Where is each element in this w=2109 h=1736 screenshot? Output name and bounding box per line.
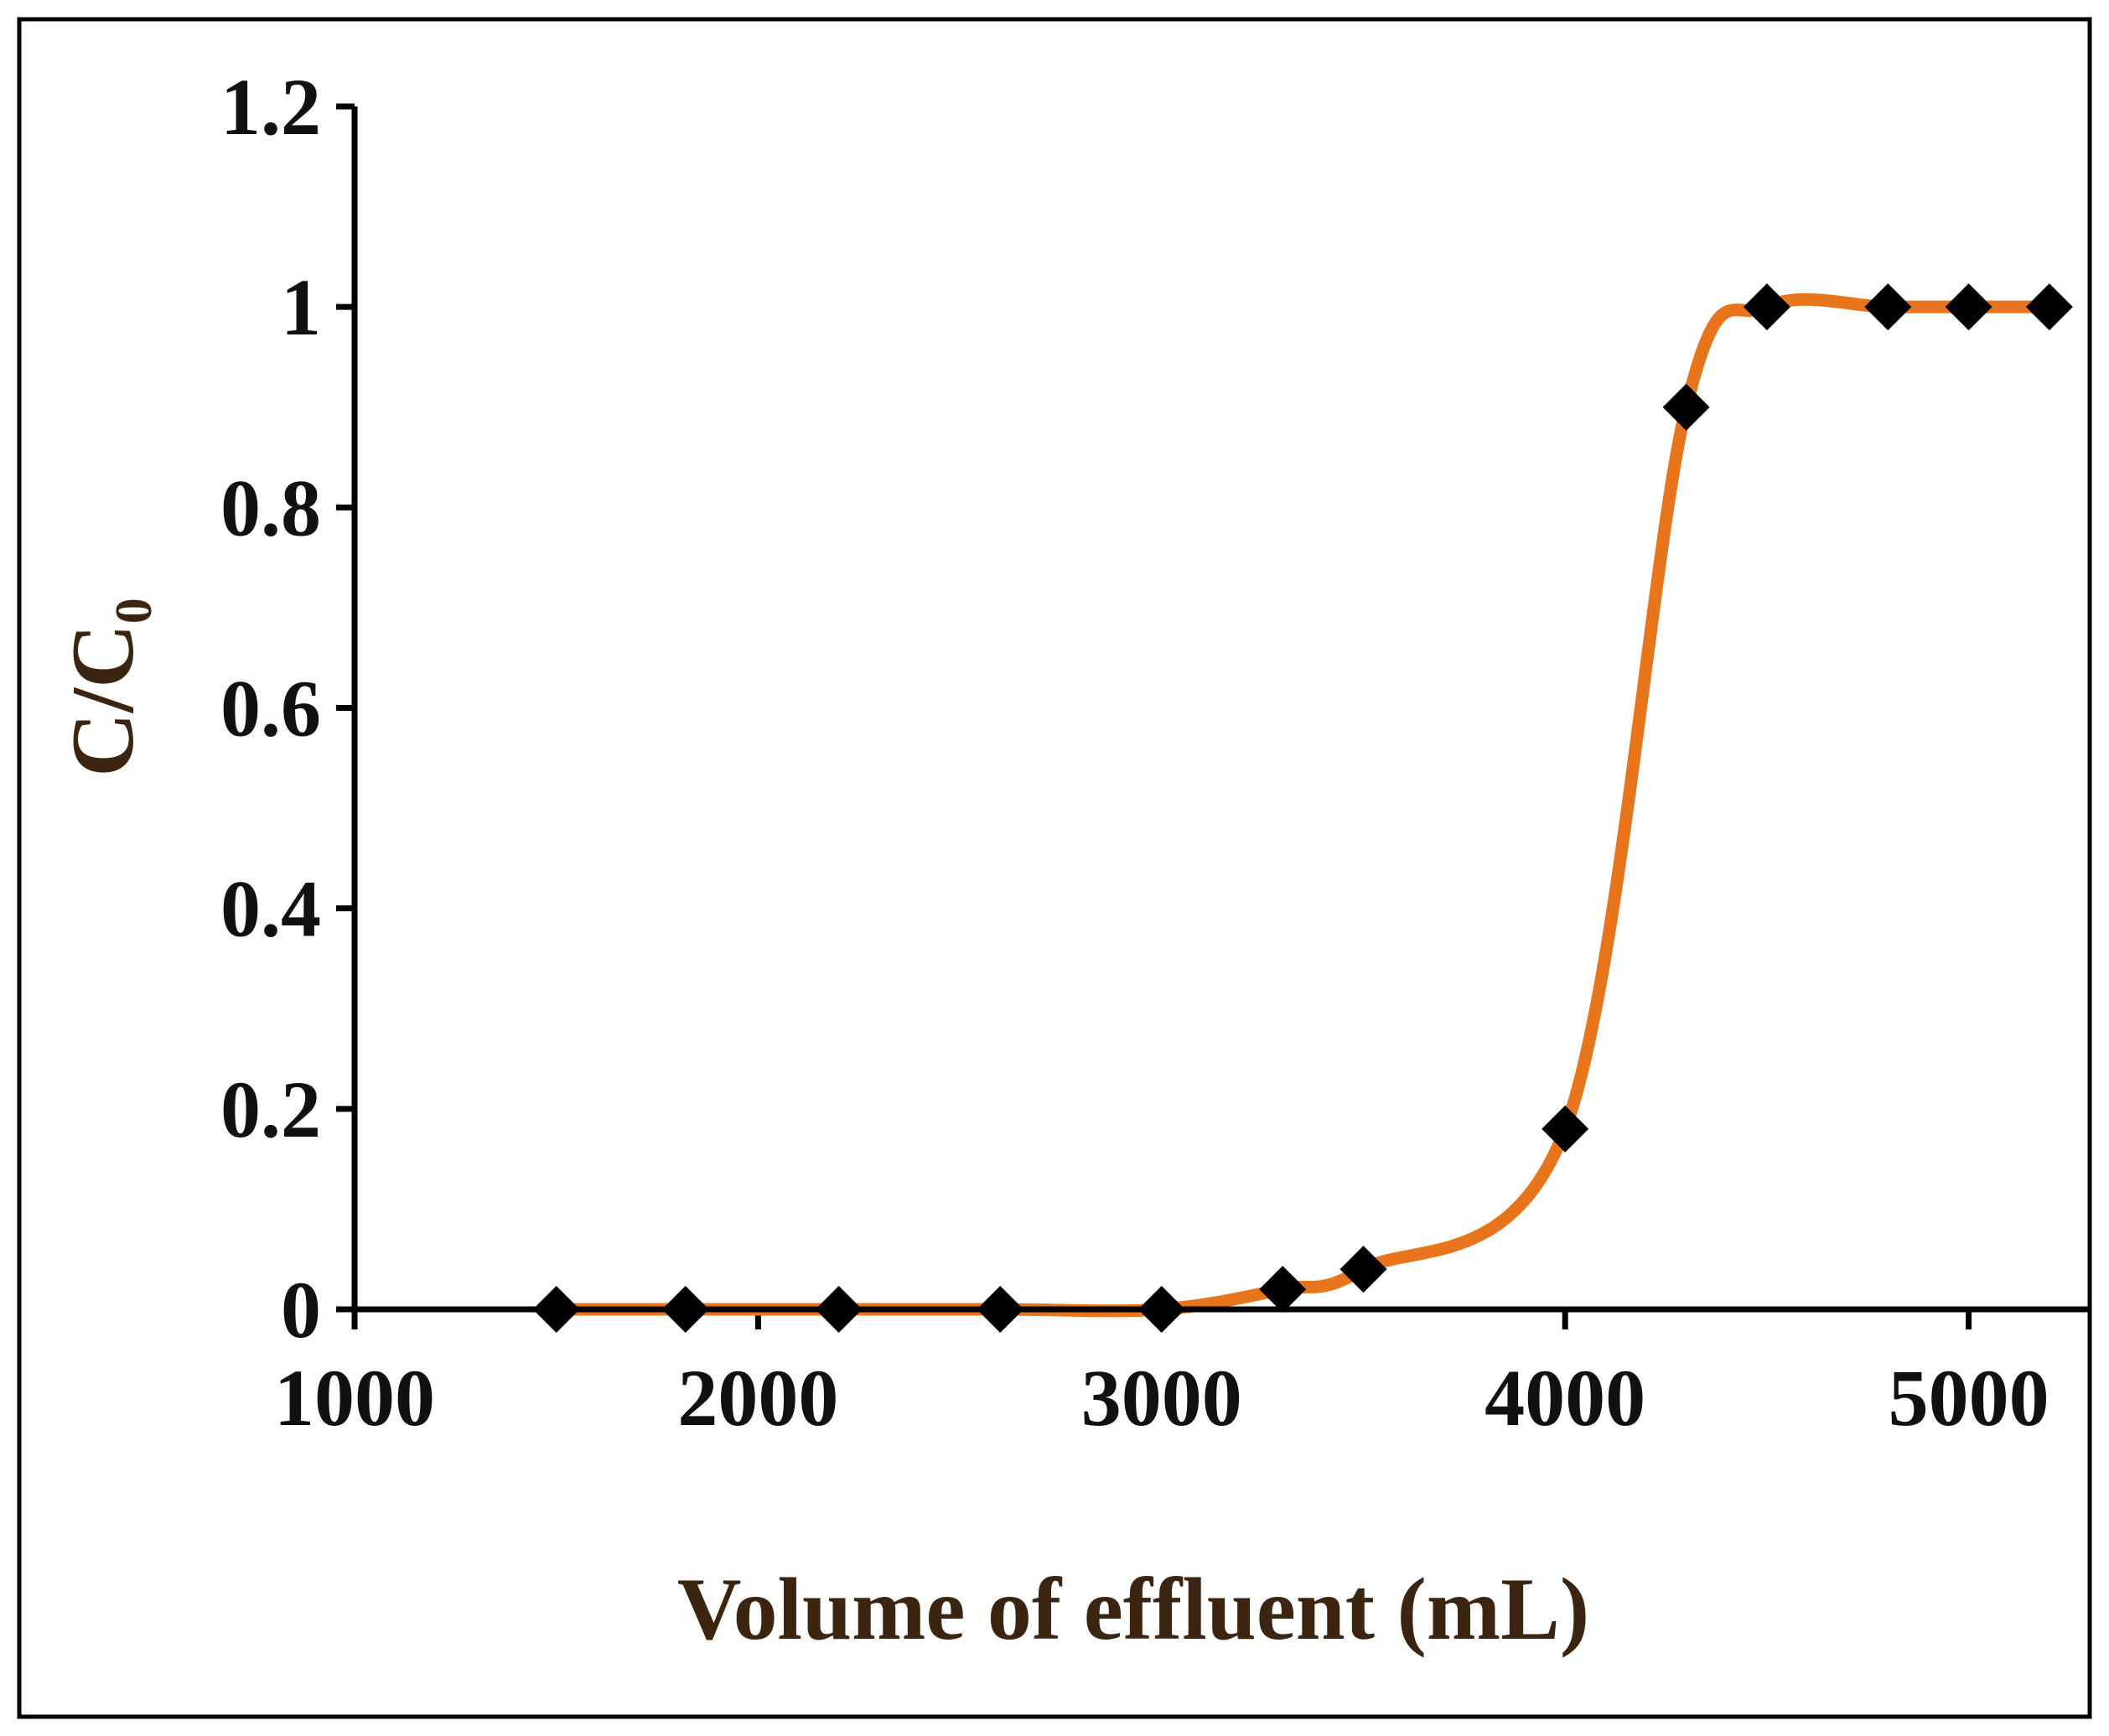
series-markers xyxy=(532,283,2073,1333)
y-axis-title-main: C/C xyxy=(54,624,152,777)
data-point-marker xyxy=(532,1286,580,1333)
x-tick-labels: 1000 2000 3000 4000 5000 xyxy=(274,1353,2049,1443)
x-tick-label: 5000 xyxy=(1889,1353,2049,1443)
y-tick-label: 1 xyxy=(281,262,321,352)
data-point-marker xyxy=(1259,1266,1307,1314)
y-axis-ticks xyxy=(336,103,355,1313)
y-tick-label: 0.8 xyxy=(220,463,321,552)
x-tick-label: 4000 xyxy=(1485,1353,1645,1443)
y-tick-label: 1.2 xyxy=(220,62,321,152)
y-axis-title-subscript: 0 xyxy=(106,598,163,624)
data-point-marker xyxy=(661,1286,709,1333)
y-tick-label: 0.4 xyxy=(220,864,321,954)
y-axis-title: C/C0 xyxy=(54,598,163,777)
data-point-marker xyxy=(1743,283,1790,331)
y-tick-label: 0.6 xyxy=(220,664,321,754)
data-point-marker xyxy=(1945,283,1992,331)
x-tick-label: 1000 xyxy=(274,1353,435,1443)
data-point-marker xyxy=(1662,383,1710,431)
y-tick-label: 0 xyxy=(281,1265,321,1355)
y-tick-label: 0.2 xyxy=(220,1065,321,1154)
x-tick-label: 2000 xyxy=(677,1353,838,1443)
data-point-marker xyxy=(1864,283,1912,331)
data-point-marker xyxy=(1542,1105,1589,1153)
data-point-marker xyxy=(977,1286,1024,1333)
data-point-marker xyxy=(1340,1246,1387,1293)
figure-border xyxy=(17,17,2092,1719)
x-tick-label: 3000 xyxy=(1081,1353,1242,1443)
y-tick-labels: 0 0.2 0.4 0.6 0.8 1 1.2 xyxy=(220,62,321,1355)
data-point-marker xyxy=(815,1286,863,1333)
data-point-marker xyxy=(1137,1286,1185,1333)
data-point-marker xyxy=(2025,283,2073,331)
x-axis-title: Volume of effluent (mL) xyxy=(677,1560,1589,1658)
